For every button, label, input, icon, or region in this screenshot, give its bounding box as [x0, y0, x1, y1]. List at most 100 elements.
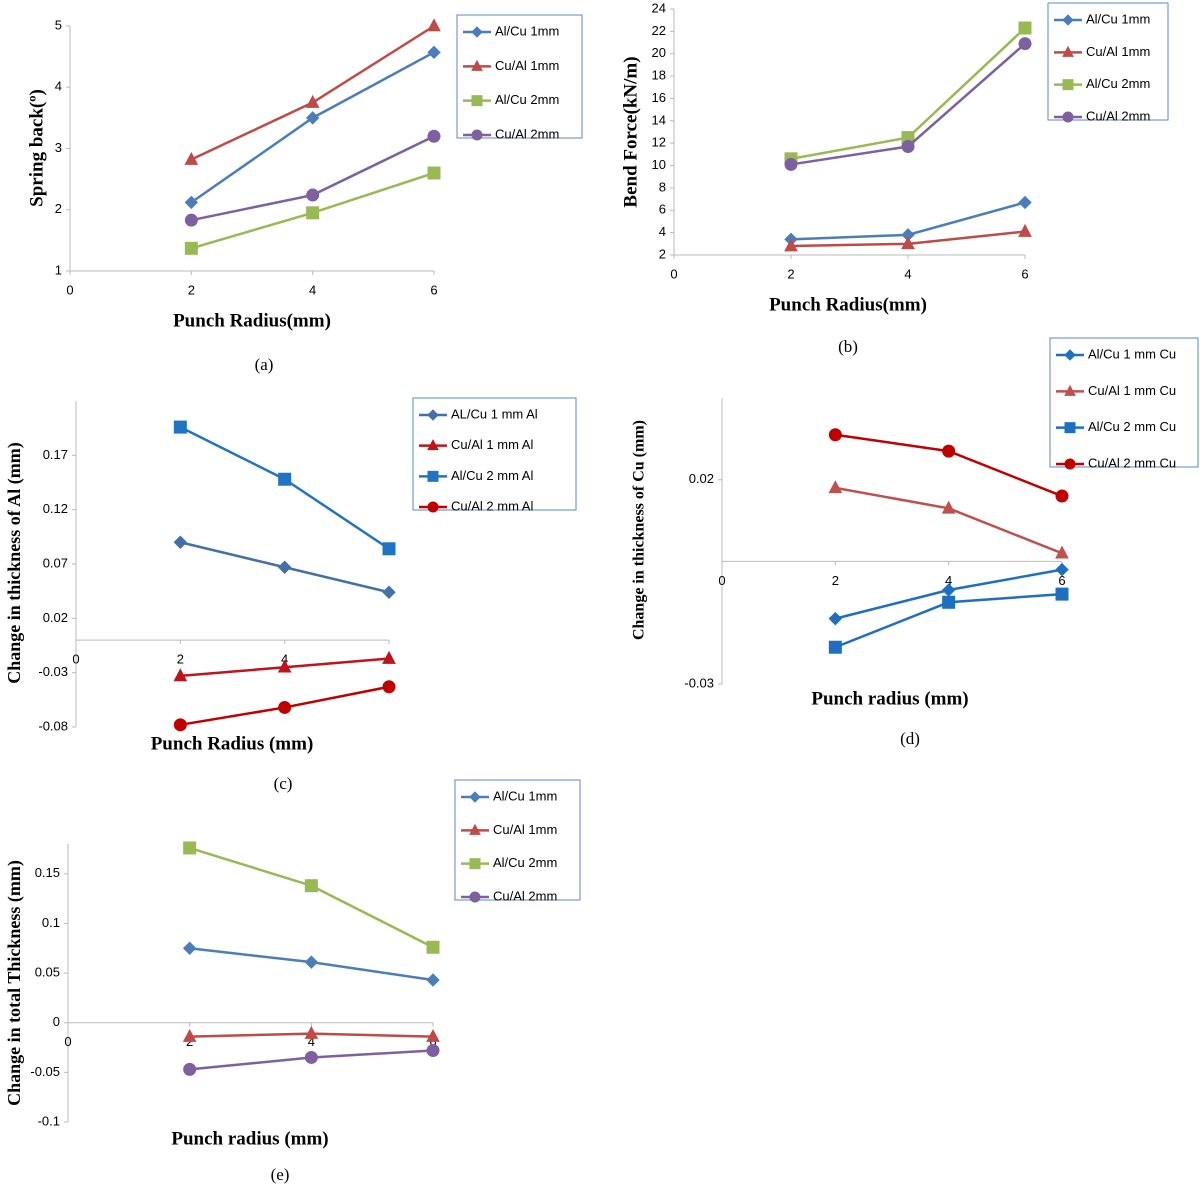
- y-tick-label: 4: [659, 224, 666, 239]
- x-tick-label: 2: [177, 652, 184, 667]
- marker: [382, 680, 396, 694]
- caption: (e): [271, 1165, 290, 1184]
- y-tick-label: 2: [55, 201, 62, 216]
- y-tick-label: 0.02: [43, 610, 68, 625]
- marker: [1064, 458, 1076, 470]
- x-axis-label: Punch radius (mm): [171, 1128, 328, 1149]
- y-axis-label: Change in total Thickness (mm): [4, 860, 25, 1106]
- marker: [1062, 14, 1074, 26]
- y-tick-label: 4: [55, 79, 62, 94]
- x-tick-label: 0: [64, 1034, 71, 1049]
- y-tick-label: -0.08: [38, 718, 68, 733]
- marker: [427, 45, 441, 60]
- y-tick-label: 3: [55, 140, 62, 155]
- marker: [304, 955, 319, 969]
- y-axis-label: Spring back(º): [26, 89, 47, 207]
- y-tick-label: 10: [652, 157, 666, 172]
- legend-label: Al/Cu 2mm: [1086, 76, 1150, 91]
- marker: [469, 791, 481, 803]
- marker: [426, 1028, 440, 1042]
- marker: [427, 439, 439, 451]
- marker: [471, 129, 483, 141]
- marker: [828, 480, 843, 494]
- marker: [277, 659, 292, 673]
- marker: [182, 1028, 197, 1042]
- marker: [1064, 349, 1076, 361]
- marker: [1018, 21, 1032, 35]
- series-line: [189, 846, 434, 949]
- marker: [784, 157, 798, 171]
- marker: [306, 188, 320, 202]
- marker: [184, 195, 199, 210]
- marker: [1055, 545, 1069, 559]
- caption: (a): [255, 355, 274, 374]
- legend-box: [412, 397, 577, 511]
- legend-label: Cu/Al 2mm: [493, 888, 557, 903]
- y-tick-label: 0.15: [35, 865, 60, 880]
- legend-label: Al/Cu 1mm: [495, 23, 559, 38]
- legend-label: Cu/Al 2 mm Cu: [1088, 455, 1176, 470]
- marker: [471, 26, 483, 38]
- x-tick-label: 6: [1058, 573, 1065, 588]
- y-tick-label: 0.1: [42, 915, 60, 930]
- marker: [427, 129, 441, 143]
- y-tick-label: 24: [652, 0, 666, 15]
- x-axis-label: Punch Radius(mm): [769, 294, 927, 315]
- marker: [469, 858, 481, 870]
- marker: [382, 542, 396, 556]
- marker: [173, 420, 187, 434]
- series-line: [179, 425, 390, 550]
- series-line: [835, 433, 1063, 498]
- y-tick-label: 0.05: [35, 965, 60, 980]
- caption: (c): [274, 774, 293, 793]
- marker: [427, 18, 441, 32]
- y-tick-label: 20: [652, 45, 666, 60]
- marker: [427, 166, 441, 180]
- series-line: [190, 51, 435, 204]
- marker: [1055, 587, 1069, 601]
- marker: [1062, 111, 1074, 123]
- marker: [1062, 79, 1074, 91]
- x-tick-label: 4: [309, 282, 316, 297]
- marker: [901, 236, 915, 250]
- marker: [173, 535, 188, 549]
- y-tick-label: 5: [55, 17, 62, 32]
- marker: [942, 444, 956, 458]
- y-tick-label: 0.02: [689, 471, 714, 486]
- x-tick-label: 0: [72, 652, 79, 667]
- chart-panel: 1 2 3 4 5 0 2 4 6 Al/Cu 1mm Cu/Al 1mm Al/Cu 2mm Cu/A…: [26, 14, 583, 374]
- caption: (b): [838, 337, 858, 356]
- marker: [1062, 45, 1074, 57]
- marker: [304, 1050, 318, 1064]
- marker: [828, 428, 842, 442]
- marker: [1064, 422, 1076, 434]
- y-tick-label: 0.07: [43, 555, 68, 570]
- marker: [469, 891, 481, 903]
- y-tick-label: 1: [55, 262, 62, 277]
- y-tick-label: 6: [659, 202, 666, 217]
- caption: (d): [900, 729, 920, 748]
- legend-box: [1049, 337, 1199, 468]
- x-tick-label: 4: [308, 1034, 315, 1049]
- y-tick-label: 2: [659, 246, 666, 261]
- marker: [1018, 223, 1032, 237]
- marker: [184, 213, 198, 227]
- legend-label: Cu/Al 1mm: [493, 822, 557, 837]
- legend-label: Al/Cu 1mm: [1086, 11, 1150, 26]
- legend-label: Al/Cu 2mm: [495, 92, 559, 107]
- marker: [184, 151, 199, 165]
- marker: [304, 879, 318, 893]
- marker: [182, 941, 197, 955]
- marker: [426, 940, 440, 954]
- y-tick-label: 0.17: [43, 447, 68, 462]
- y-tick-label: -0.03: [684, 675, 714, 690]
- series-line: [835, 486, 1063, 555]
- marker: [183, 841, 197, 855]
- x-tick-label: 2: [787, 266, 794, 281]
- legend-label: Cu/Al 2 mm Al: [451, 498, 533, 513]
- y-axis-label: Change in thickness of Cu (mm): [631, 420, 648, 640]
- marker: [828, 640, 842, 654]
- legend-label: AL/Cu 1 mm Al: [451, 406, 538, 421]
- y-tick-label: 22: [652, 23, 666, 38]
